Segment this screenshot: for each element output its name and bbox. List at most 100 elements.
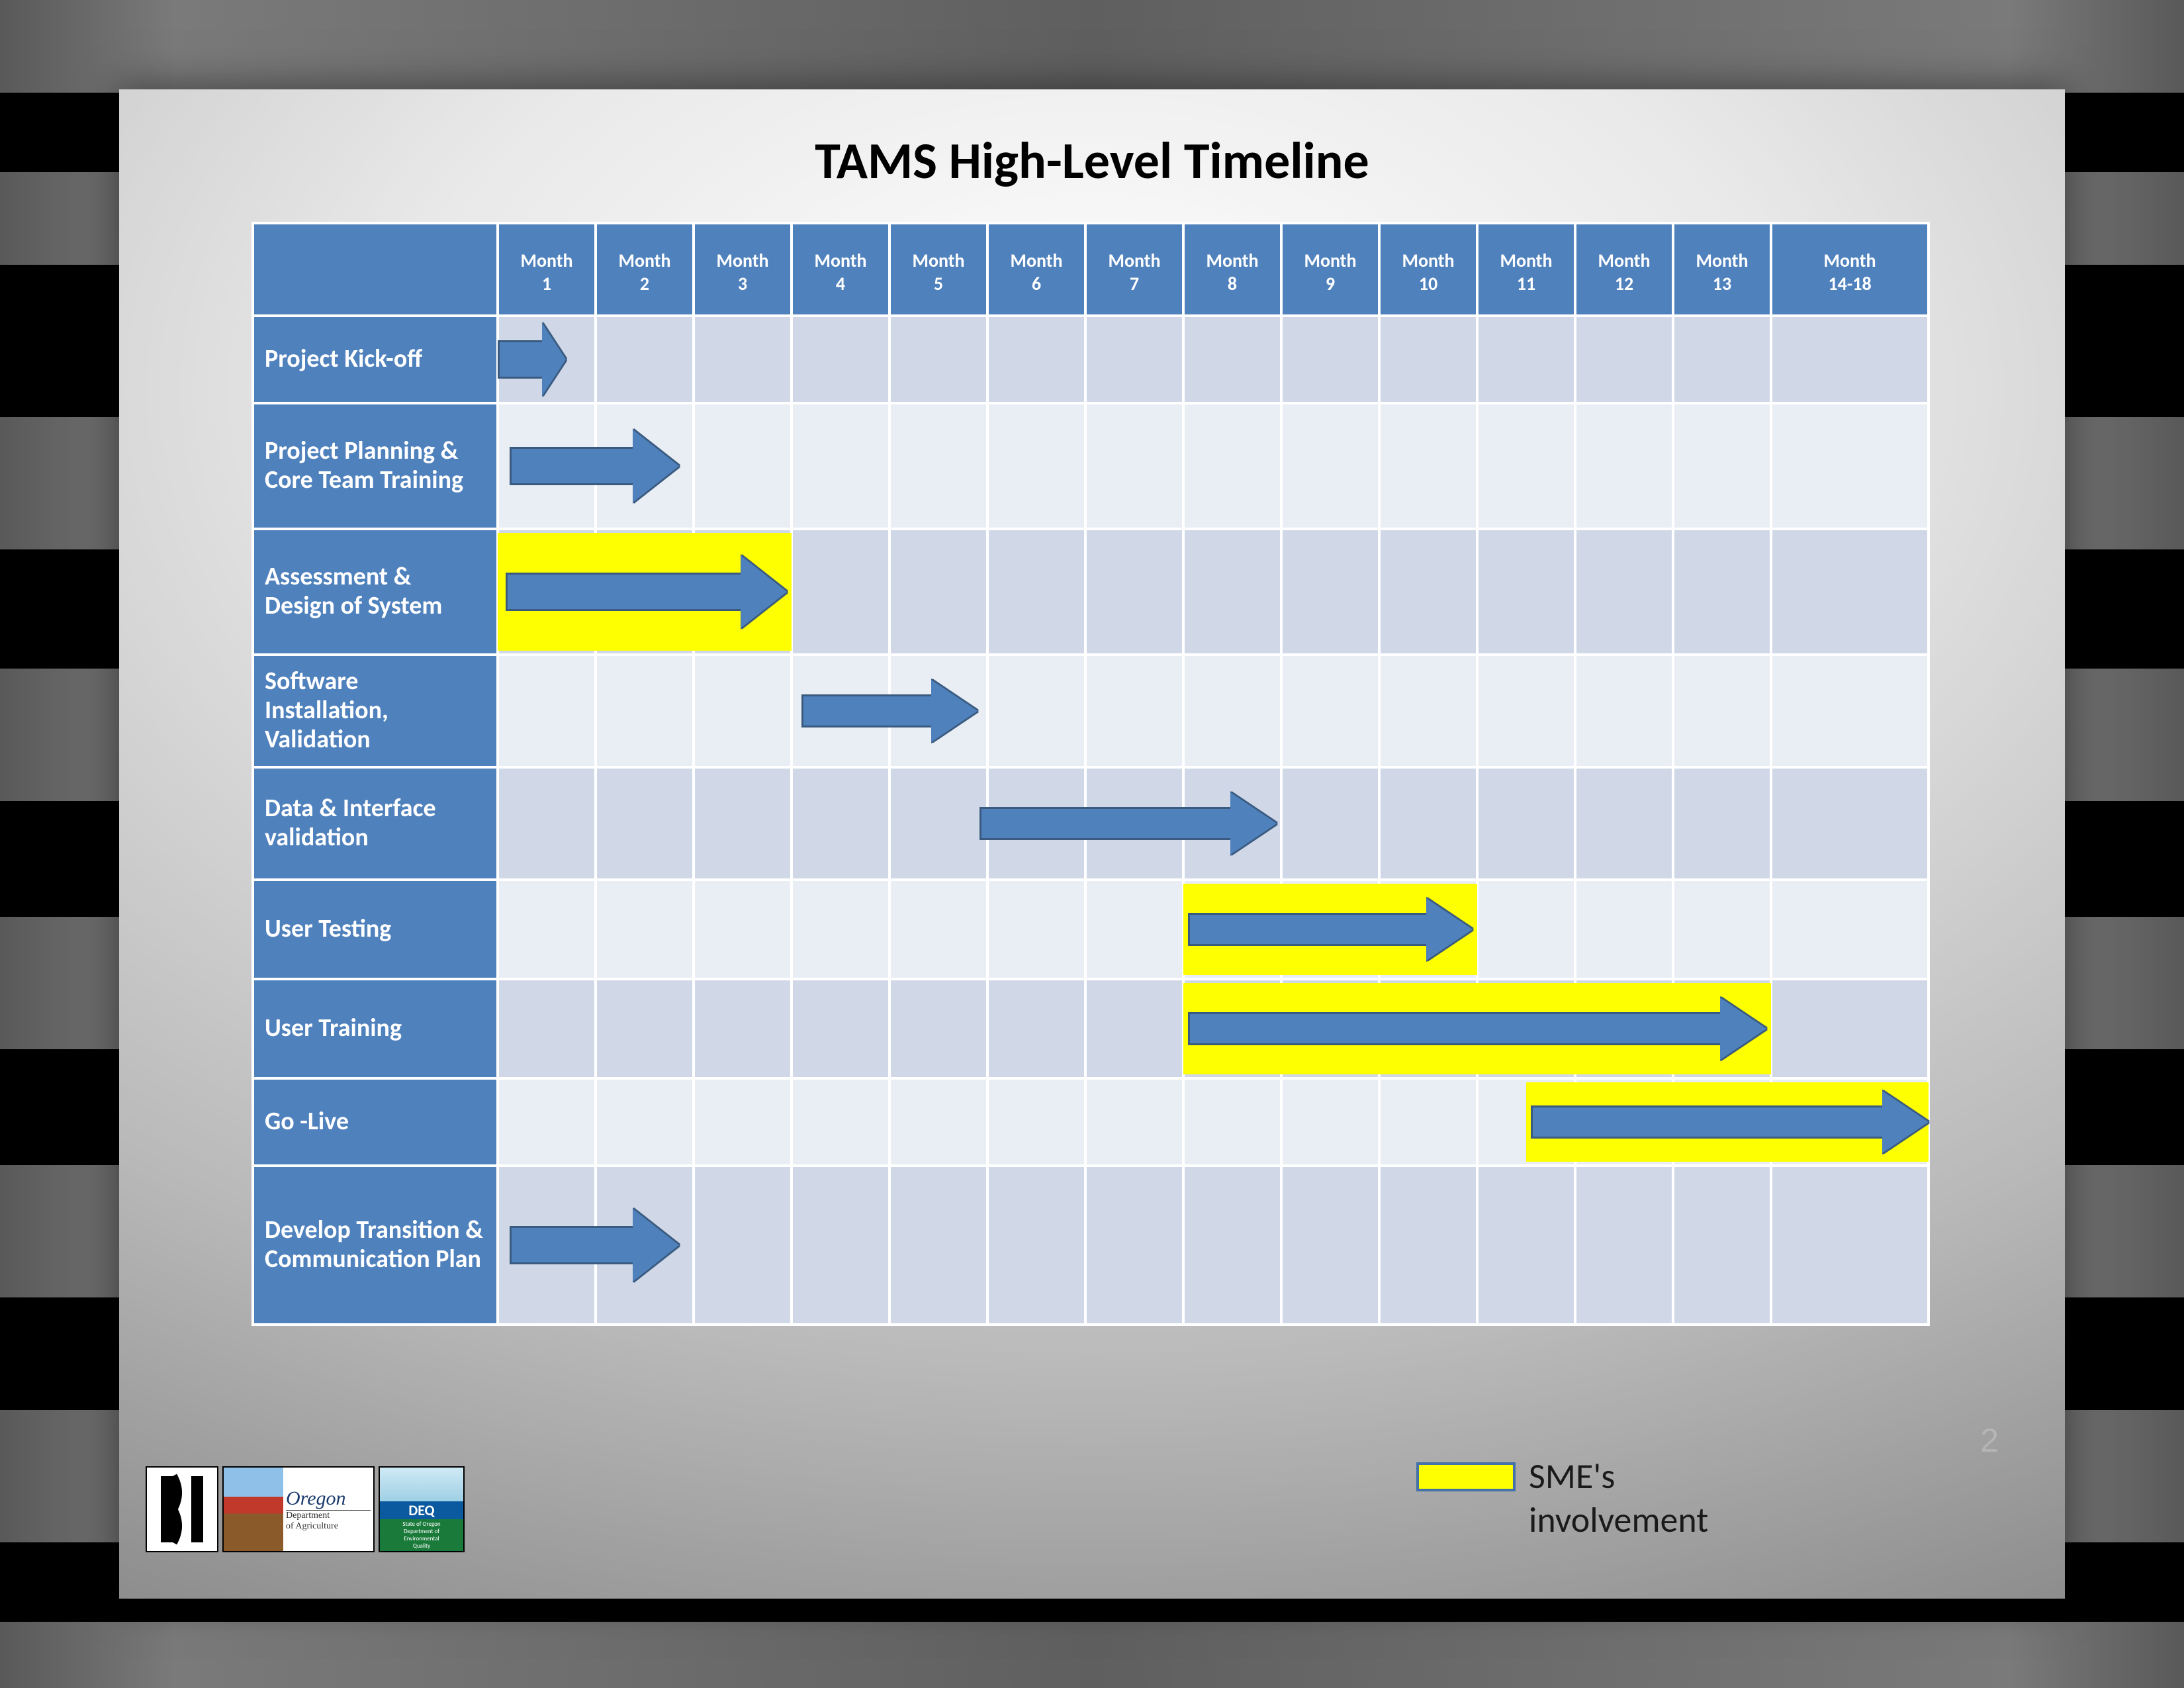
timeline-arrow (801, 680, 978, 743)
timeline-cell (889, 403, 987, 529)
timeline-cell (1575, 316, 1673, 403)
task-label: User Training (253, 979, 498, 1078)
timeline-arrow (498, 323, 566, 396)
timeline-cell (1477, 529, 1575, 655)
timeline-cell (792, 1078, 889, 1166)
month-header: Month8 (1183, 223, 1281, 316)
task-label: Go -Live (253, 1078, 498, 1166)
month-header: Month2 (596, 223, 694, 316)
timeline-cell (1575, 1166, 1673, 1325)
timeline-cell (792, 880, 889, 979)
timeline-cell (694, 1166, 792, 1325)
timeline-cell (1477, 880, 1575, 979)
task-label: User Testing (253, 880, 498, 979)
footer-logos: OregonDepartmentof AgricultureDEQState o… (146, 1466, 465, 1552)
arrow-shaft-icon (1188, 1012, 1719, 1045)
task-label: Data & Interface validation (253, 767, 498, 880)
timeline-cell (694, 767, 792, 880)
timeline-cell (1183, 1166, 1281, 1325)
timeline-cell (792, 316, 889, 403)
timeline-cell (1281, 1078, 1379, 1166)
timeline-arrow (1188, 898, 1472, 961)
header-corner (253, 223, 498, 316)
timeline-arrow (506, 555, 787, 628)
timeline-cell (596, 767, 694, 880)
timeline-cell (1183, 403, 1281, 529)
timeline-table: Month1Month2Month3Month4Month5Month6Mont… (251, 222, 1930, 1326)
odot-logo (146, 1466, 218, 1552)
timeline-cell (1673, 1166, 1771, 1325)
timeline-cell (792, 979, 889, 1078)
arrow-shaft-icon (510, 447, 633, 485)
timeline-cell (1281, 529, 1379, 655)
timeline-cell (889, 880, 987, 979)
timeline-cell (694, 1078, 792, 1166)
timeline-arrow (1188, 998, 1766, 1060)
timeline-cell (1281, 1166, 1379, 1325)
month-header: Month6 (987, 223, 1085, 316)
timeline-cell (1771, 880, 1929, 979)
timeline-cell (1673, 403, 1771, 529)
timeline-cell (1771, 979, 1929, 1078)
timeline-cell (889, 529, 987, 655)
arrow-head-icon (741, 555, 787, 628)
timeline-cell (1673, 316, 1771, 403)
timeline-cell (1183, 529, 1281, 655)
month-header: Month11 (1477, 223, 1575, 316)
timeline-cell (1575, 403, 1673, 529)
timeline-cell (1477, 655, 1575, 767)
timeline-arrow (1531, 1091, 1929, 1154)
timeline-cell (1281, 403, 1379, 529)
timeline-cell (1379, 1166, 1477, 1325)
timeline-cell (889, 767, 987, 880)
month-header: Month7 (1085, 223, 1183, 316)
timeline-cell (792, 767, 889, 880)
timeline-arrow (510, 1209, 679, 1282)
legend-label: SME'sinvolvement (1529, 1454, 1708, 1542)
arrow-head-icon (1720, 998, 1766, 1060)
timeline-cell (1281, 316, 1379, 403)
timeline-cell (1575, 880, 1673, 979)
timeline-cell (1379, 1078, 1477, 1166)
timeline-cell (987, 655, 1085, 767)
timeline-cell (1085, 880, 1183, 979)
timeline-cell (1575, 529, 1673, 655)
arrow-shaft-icon (979, 807, 1230, 840)
timeline-cell (1771, 655, 1929, 767)
timeline-cell (987, 979, 1085, 1078)
timeline-cell (1085, 316, 1183, 403)
arrow-shaft-icon (498, 340, 542, 379)
timeline-cell (1183, 655, 1281, 767)
page-number: 2 (1980, 1421, 1999, 1460)
timeline-cell (596, 316, 694, 403)
task-label: Software Installation, Validation (253, 655, 498, 767)
task-label: Project Planning & Core Team Training (253, 403, 498, 529)
timeline-cell (1771, 529, 1929, 655)
month-header: Month4 (792, 223, 889, 316)
timeline-cell (694, 655, 792, 767)
month-header: Month10 (1379, 223, 1477, 316)
timeline-arrow (979, 792, 1276, 855)
timeline-cell (694, 979, 792, 1078)
timeline-cell (889, 1078, 987, 1166)
timeline-cell (889, 979, 987, 1078)
timeline-cell (1379, 655, 1477, 767)
timeline-arrow (510, 430, 679, 502)
timeline-cell (792, 403, 889, 529)
timeline-cell (1673, 655, 1771, 767)
arrow-shaft-icon (801, 694, 931, 727)
timeline-cell (1575, 767, 1673, 880)
month-header: Month5 (889, 223, 987, 316)
timeline-cell (987, 316, 1085, 403)
timeline-cell (1379, 529, 1477, 655)
timeline-cell (1477, 316, 1575, 403)
legend-swatch (1416, 1462, 1516, 1491)
timeline-cell (1673, 880, 1771, 979)
timeline-cell (1085, 403, 1183, 529)
timeline-cell (1379, 403, 1477, 529)
arrow-shaft-icon (506, 573, 741, 611)
timeline-cell (1183, 1078, 1281, 1166)
timeline-cell (1085, 1166, 1183, 1325)
timeline-cell (694, 316, 792, 403)
slide-page: TAMS High-Level Timeline Month1Month2Mon… (119, 89, 2065, 1599)
